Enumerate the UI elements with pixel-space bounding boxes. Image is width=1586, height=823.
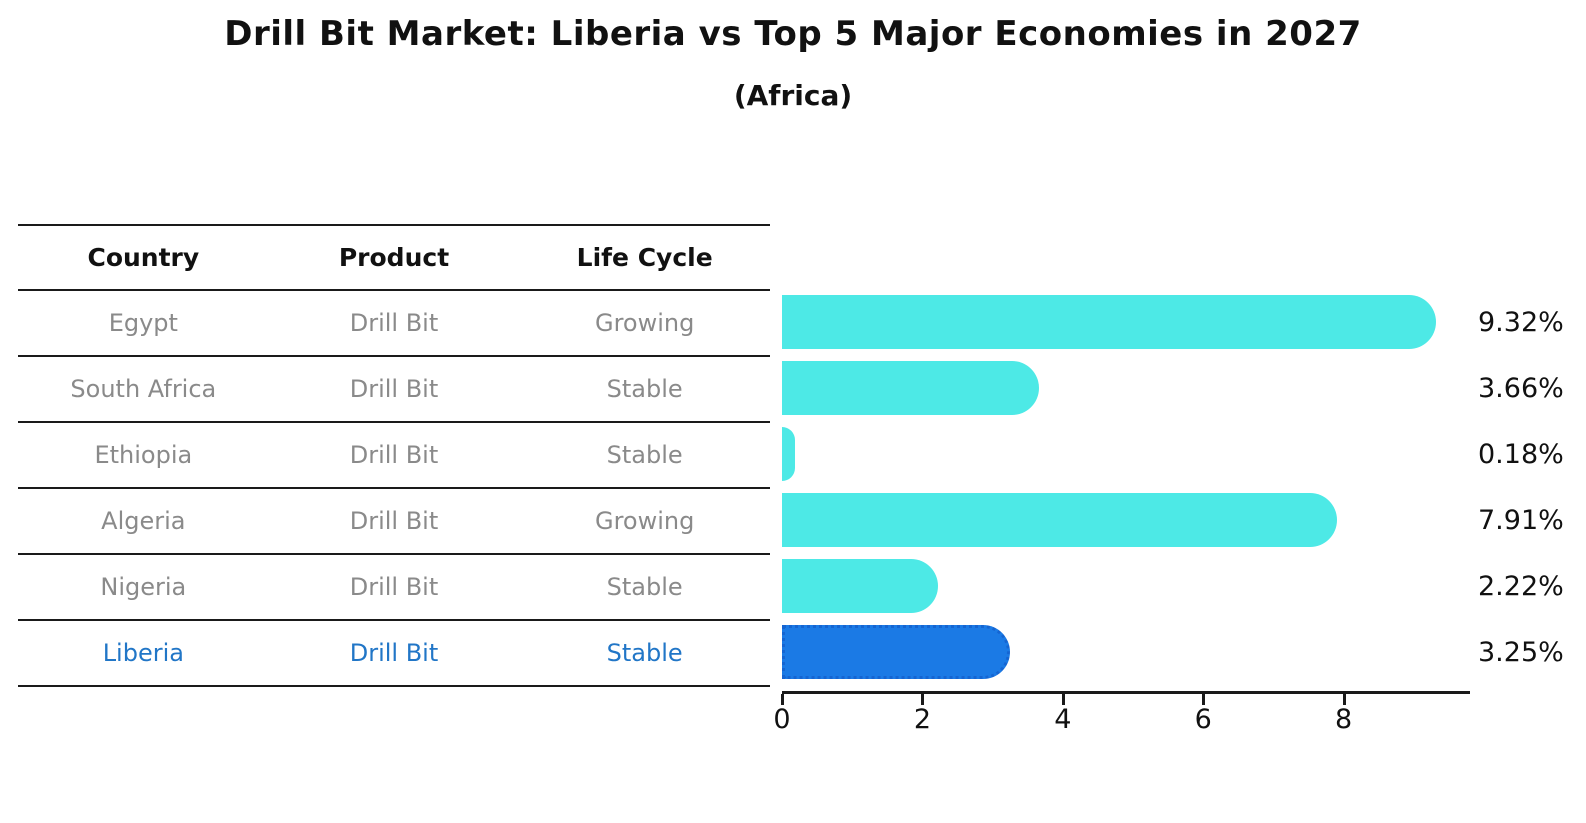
chart-title: Drill Bit Market: Liberia vs Top 5 Major… (224, 14, 1362, 54)
bar-value-labels: 9.32% 3.66% 0.18% 7.91% 2.22% 3.25% (1478, 289, 1586, 685)
cell-product: Drill Bit (349, 573, 439, 601)
cell-country: Algeria (101, 507, 186, 535)
cell-country: Liberia (102, 639, 184, 667)
table-row-south-africa: South Africa Drill Bit Stable (18, 357, 770, 423)
table-row-ethiopia: Ethiopia Drill Bit Stable (18, 423, 770, 489)
cell-product: Drill Bit (349, 309, 439, 337)
value-label-nigeria: 2.22% (1478, 570, 1564, 602)
bar-row-nigeria (782, 553, 1470, 619)
country-table: Country Product Life Cycle Egypt Drill B… (18, 224, 770, 687)
cell-product: Drill Bit (349, 507, 439, 535)
cell-country: Ethiopia (94, 441, 193, 469)
bar-row-liberia (782, 619, 1470, 685)
value-label-ethiopia: 0.18% (1478, 438, 1564, 470)
bar-south-africa (782, 361, 1039, 415)
bar-row-egypt (782, 289, 1470, 355)
x-tick-label: 6 (1194, 704, 1212, 735)
bar-egypt (782, 295, 1437, 349)
x-tick-label: 2 (913, 704, 931, 735)
cell-life-cycle: Growing (594, 507, 695, 535)
value-label-liberia: 3.25% (1478, 636, 1564, 668)
column-header-country: Country (87, 243, 200, 272)
bar-nigeria (782, 559, 938, 613)
column-header-product: Product (338, 243, 450, 272)
cell-life-cycle: Stable (606, 639, 683, 667)
table-row-nigeria: Nigeria Drill Bit Stable (18, 555, 770, 621)
cell-country: South Africa (70, 375, 217, 403)
cell-life-cycle: Stable (606, 375, 683, 403)
table-row-liberia: Liberia Drill Bit Stable (18, 621, 770, 687)
x-tick-mark (781, 694, 784, 705)
cell-life-cycle: Growing (594, 309, 695, 337)
value-label-egypt: 9.32% (1478, 306, 1564, 338)
x-tick-label: 4 (1054, 704, 1072, 735)
bar-row-ethiopia (782, 421, 1470, 487)
cell-life-cycle: Stable (606, 573, 683, 601)
table-row-egypt: Egypt Drill Bit Growing (18, 291, 770, 357)
table-row-algeria: Algeria Drill Bit Growing (18, 489, 770, 555)
x-tick-mark (921, 694, 925, 705)
bar-plot-area (782, 289, 1470, 685)
x-tick-label: 8 (1335, 704, 1353, 735)
bar-liberia-highlighted (782, 625, 1011, 679)
chart-subtitle: (Africa) (733, 79, 853, 112)
x-axis-line (782, 691, 1470, 694)
cell-product: Drill Bit (349, 375, 439, 403)
x-tick-mark (1061, 694, 1065, 705)
table-header-row: Country Product Life Cycle (18, 226, 770, 291)
bar-algeria (782, 493, 1338, 547)
cell-country: Egypt (108, 309, 178, 337)
bar-ethiopia (782, 427, 795, 481)
value-label-south-africa: 3.66% (1478, 372, 1564, 404)
column-header-life-cycle: Life Cycle (576, 243, 713, 272)
bar-row-algeria (782, 487, 1470, 553)
x-tick-mark (1342, 694, 1346, 705)
cell-life-cycle: Stable (606, 441, 683, 469)
bar-row-south-africa (782, 355, 1470, 421)
value-label-algeria: 7.91% (1478, 504, 1564, 536)
x-tick-mark (1202, 694, 1206, 705)
cell-product: Drill Bit (349, 441, 439, 469)
cell-country: Nigeria (100, 573, 187, 601)
x-tick-label: 0 (773, 704, 791, 735)
cell-product: Drill Bit (349, 639, 439, 667)
